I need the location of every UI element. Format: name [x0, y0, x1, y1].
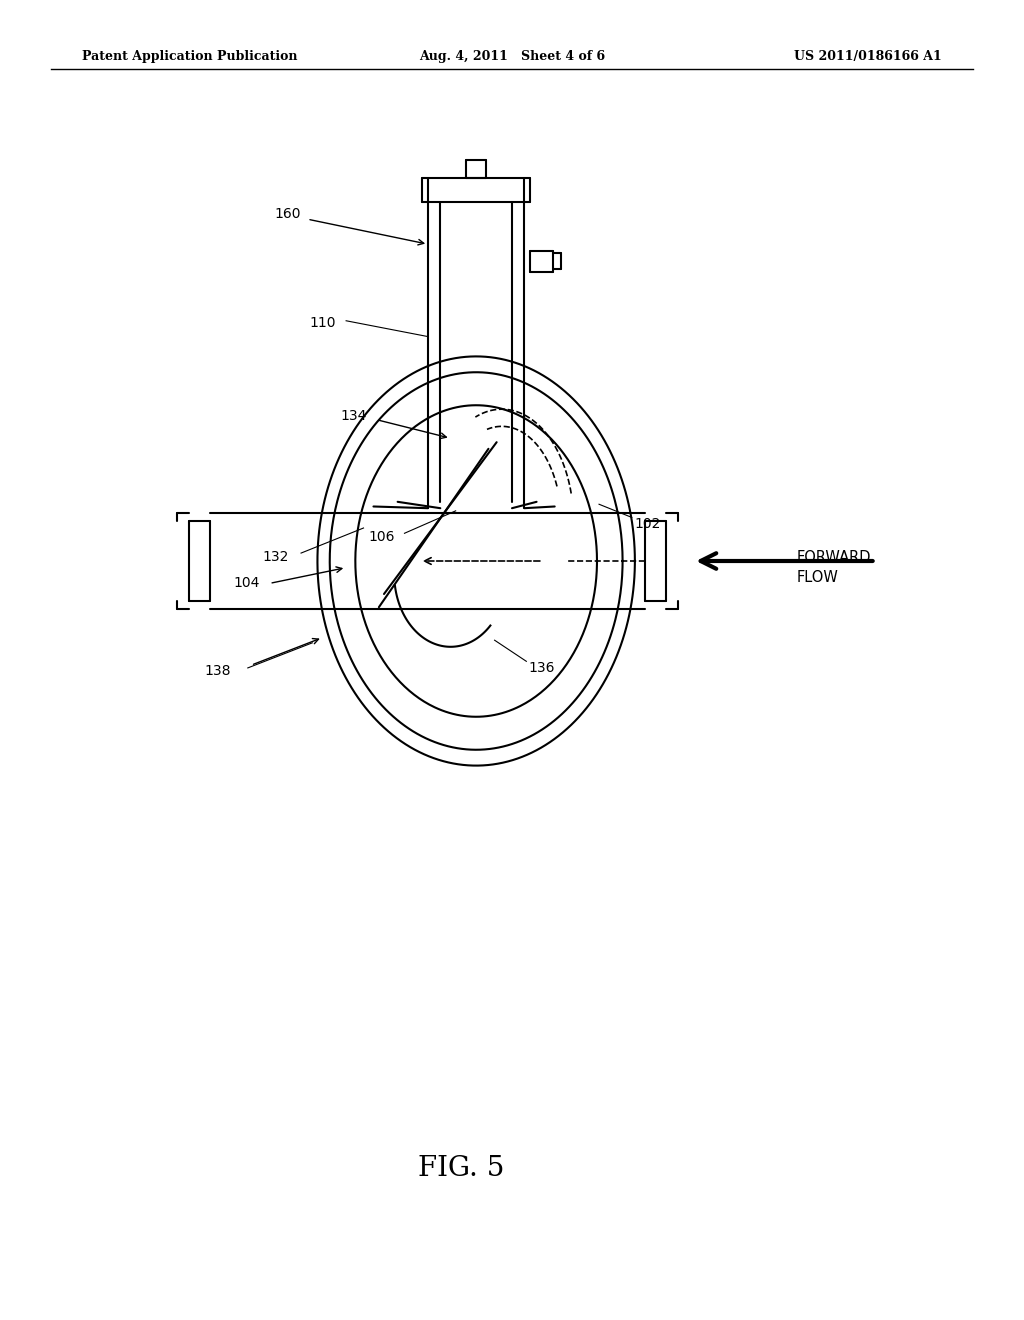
Text: 132: 132 [262, 550, 289, 564]
Text: US 2011/0186166 A1: US 2011/0186166 A1 [795, 50, 942, 63]
Text: 102: 102 [635, 517, 662, 531]
Text: Patent Application Publication: Patent Application Publication [82, 50, 297, 63]
Text: 104: 104 [233, 577, 260, 590]
Text: 138: 138 [205, 664, 231, 677]
Text: Aug. 4, 2011   Sheet 4 of 6: Aug. 4, 2011 Sheet 4 of 6 [419, 50, 605, 63]
Text: FORWARD
FLOW: FORWARD FLOW [797, 550, 871, 585]
Text: 160: 160 [274, 207, 301, 220]
Text: 134: 134 [340, 409, 367, 422]
Text: 110: 110 [309, 317, 336, 330]
Text: 106: 106 [369, 531, 395, 544]
Text: FIG. 5: FIG. 5 [418, 1155, 504, 1181]
Text: 136: 136 [528, 661, 555, 675]
